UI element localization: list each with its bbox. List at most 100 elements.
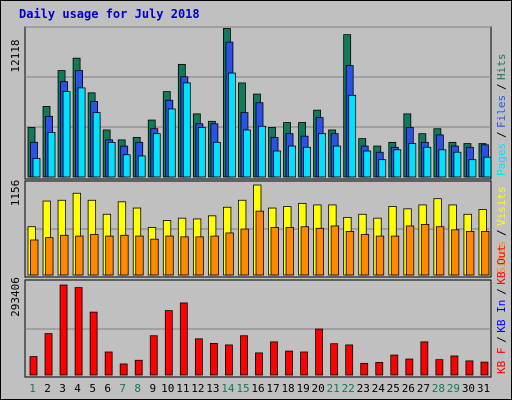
hits-bar-pages-26	[408, 143, 417, 178]
hits-bar-pages-23	[363, 150, 372, 178]
visits-bar-sites-7	[120, 234, 129, 276]
kbytes-bar-6	[104, 351, 113, 376]
visits-bar-sites-22	[345, 231, 355, 276]
kbytes-bar-21	[330, 343, 339, 376]
graph-title: Daily usage for July 2018	[19, 7, 200, 21]
visits-bar-sites-23	[360, 234, 370, 276]
day-label-13: 13	[206, 382, 219, 395]
legend-visits-panel-visits: Visits	[495, 186, 508, 226]
hits-bar-pages-22	[348, 94, 357, 178]
day-label-29: 29	[447, 382, 460, 395]
day-label-16: 16	[251, 382, 264, 395]
legend-sep-hits-panel-1: /	[495, 131, 508, 138]
visits-bar-sites-1	[30, 239, 39, 276]
hits-bar-pages-12	[197, 127, 206, 178]
day-label-5: 5	[89, 382, 96, 395]
kbytes-bar-23	[360, 362, 369, 376]
day-label-1: 1	[29, 382, 36, 395]
kbytes-bar-4	[74, 287, 83, 376]
hits-bar-pages-31	[483, 156, 492, 178]
kbytes-bar-24	[375, 362, 384, 376]
y-max-label-visits-panel: 1156	[9, 180, 22, 207]
visits-bar-sites-5	[90, 234, 99, 276]
hits-bar-pages-2	[47, 132, 56, 178]
day-label-24: 24	[372, 382, 386, 395]
visits-bar-sites-21	[330, 225, 340, 276]
legend-sep-visits-panel-1: /	[495, 229, 508, 236]
day-label-25: 25	[387, 382, 400, 395]
visits-bar-sites-17	[270, 227, 279, 276]
day-label-22: 22	[342, 382, 355, 395]
legend-kbytes-panel-kb-f: KB F	[495, 348, 508, 375]
visits-bar-sites-10	[165, 235, 174, 276]
day-label-26: 26	[402, 382, 415, 395]
visits-bar-sites-16	[255, 210, 264, 276]
hits-bar-pages-11	[182, 82, 191, 178]
day-label-17: 17	[266, 382, 279, 395]
hits-bar-pages-27	[423, 146, 432, 178]
hits-bar-pages-6	[107, 141, 116, 178]
visits-bar-sites-25	[390, 235, 400, 276]
legend-sep-hits-panel-2: /	[495, 83, 508, 90]
hits-bar-pages-7	[122, 154, 131, 178]
legend-kbytes-panel-kb-in: KB In	[495, 300, 508, 333]
day-label-21: 21	[327, 382, 340, 395]
kbytes-bar-3	[59, 284, 68, 376]
kbytes-bar-17	[270, 341, 278, 376]
day-label-2: 2	[44, 382, 51, 395]
kbytes-bar-11	[179, 302, 188, 376]
hits-bar-pages-29	[453, 151, 462, 178]
legend-visits-panel-sites: Sites	[495, 241, 508, 274]
day-label-3: 3	[59, 382, 66, 395]
legend-kbytes-panel-kb-out: KB Out	[495, 245, 508, 285]
day-label-30: 30	[462, 382, 475, 395]
hits-bar-pages-18	[288, 145, 296, 178]
day-label-18: 18	[281, 382, 294, 395]
y-max-label-hits-panel: 12118	[9, 39, 22, 72]
visits-bar-sites-9	[150, 238, 159, 276]
hits-bar-pages-24	[378, 159, 387, 178]
kbytes-bar-13	[209, 343, 218, 376]
kbytes-bar-30	[465, 360, 474, 376]
visits-bar-sites-13	[210, 235, 219, 276]
kbytes-bar-27	[420, 341, 429, 376]
kbytes-bar-22	[345, 344, 354, 376]
visits-bar-sites-12	[195, 236, 204, 276]
hits-bar-pages-1	[32, 158, 41, 178]
legend-hits-panel-files: Files	[495, 95, 508, 128]
y-max-label-kbytes-panel: 293406	[9, 277, 22, 317]
hits-bar-pages-3	[62, 91, 71, 178]
visits-bar-sites-3	[60, 234, 69, 276]
hits-bar-pages-8	[137, 155, 146, 178]
legend-hits-panel-pages: Pages	[495, 143, 508, 176]
hits-bar-pages-21	[333, 145, 342, 178]
hits-bar-pages-17	[273, 150, 281, 178]
legend-hits-panel-hits: Hits	[495, 54, 508, 81]
day-label-31: 31	[477, 382, 490, 395]
visits-bar-sites-31	[481, 231, 490, 276]
day-label-7: 7	[119, 382, 126, 395]
legend-sep-kbytes-panel-1: /	[495, 336, 508, 343]
visits-bar-sites-15	[240, 228, 249, 276]
kbytes-bar-18	[285, 350, 293, 376]
kbytes-bar-8	[134, 359, 143, 376]
visits-bar-sites-29	[451, 229, 460, 276]
kbytes-bar-19	[300, 351, 308, 376]
kbytes-bar-5	[89, 311, 98, 376]
hits-bar-pages-5	[92, 112, 101, 178]
visits-bar-sites-2	[45, 237, 54, 276]
day-label-9: 9	[149, 382, 156, 395]
hits-bar-pages-30	[468, 159, 477, 178]
kbytes-bar-15	[240, 335, 248, 376]
kbytes-bar-12	[194, 338, 203, 376]
visits-bar-sites-20	[315, 227, 325, 276]
hits-bar-pages-9	[152, 133, 161, 178]
kbytes-bar-25	[390, 354, 399, 376]
day-label-15: 15	[236, 382, 249, 395]
kbytes-bar-9	[149, 335, 158, 376]
visits-bar-sites-18	[285, 227, 294, 276]
hits-bar-pages-13	[212, 141, 221, 178]
hits-bar-pages-16	[258, 125, 266, 178]
